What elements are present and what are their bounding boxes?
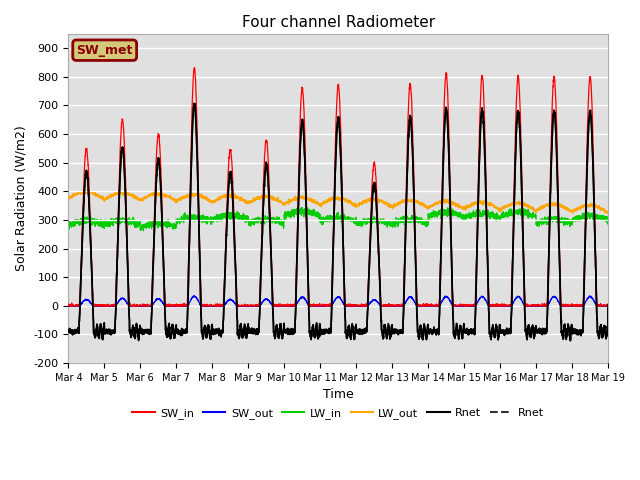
Text: SW_met: SW_met: [77, 44, 133, 57]
LW_out: [216, 196, 223, 202]
Legend: SW_in, SW_out, LW_in, LW_out, Rnet, Rnet: SW_in, SW_out, LW_in, LW_out, Rnet, Rnet: [128, 404, 548, 423]
SW_in: [65, 303, 72, 309]
SW_out: [401, 301, 408, 307]
Rnet: [191, 101, 198, 107]
Line: Rnet: Rnet: [68, 104, 608, 341]
LW_in: [604, 218, 612, 224]
LW_out: [553, 203, 561, 208]
Rnet: [216, 329, 223, 335]
LW_out: [604, 211, 612, 216]
Rnet: [604, 304, 612, 310]
LW_out: [65, 196, 72, 202]
Line: LW_in: LW_in: [68, 207, 608, 231]
Rnet: [553, 164, 561, 169]
LW_in: [401, 222, 408, 228]
Rnet: [65, 327, 72, 333]
Line: LW_out: LW_out: [68, 190, 608, 214]
Rnet: [391, 328, 399, 334]
LW_out: [115, 187, 123, 193]
SW_in: [604, 302, 612, 308]
LW_out: [604, 211, 612, 216]
Rnet: [604, 302, 612, 308]
LW_in: [140, 228, 147, 234]
Rnet: [391, 329, 399, 335]
Title: Four channel Radiometer: Four channel Radiometer: [242, 15, 435, 30]
SW_out: [604, 303, 612, 309]
Rnet: [553, 160, 561, 166]
SW_out: [65, 302, 72, 308]
Line: SW_in: SW_in: [68, 68, 608, 306]
LW_out: [401, 197, 408, 203]
Rnet: [401, 270, 408, 276]
SW_in: [191, 65, 198, 71]
Rnet: [99, 336, 107, 342]
LW_in: [180, 215, 188, 221]
SW_out: [190, 293, 198, 299]
Line: SW_out: SW_out: [68, 296, 608, 306]
LW_in: [298, 204, 306, 210]
Rnet: [604, 323, 612, 328]
Rnet: [190, 100, 198, 106]
SW_out: [553, 296, 561, 302]
LW_in: [216, 213, 223, 218]
SW_out: [216, 303, 223, 309]
Rnet: [566, 338, 574, 344]
Rnet: [180, 329, 188, 335]
SW_out: [604, 303, 612, 309]
SW_out: [180, 303, 188, 309]
Rnet: [604, 323, 612, 329]
SW_in: [604, 303, 612, 309]
X-axis label: Time: Time: [323, 388, 354, 401]
Rnet: [216, 330, 223, 336]
Rnet: [65, 327, 72, 333]
SW_in: [401, 270, 408, 276]
LW_out: [604, 211, 612, 216]
LW_in: [65, 222, 72, 228]
SW_out: [391, 302, 399, 308]
LW_in: [391, 224, 399, 230]
SW_in: [216, 302, 223, 308]
SW_in: [391, 303, 399, 309]
Line: Rnet: Rnet: [68, 103, 608, 339]
LW_out: [391, 204, 399, 209]
Rnet: [401, 280, 408, 286]
LW_out: [180, 194, 188, 200]
LW_in: [553, 214, 561, 219]
SW_out: [65, 303, 72, 309]
SW_in: [553, 132, 561, 138]
SW_in: [180, 303, 188, 309]
LW_in: [604, 217, 612, 223]
Y-axis label: Solar Radiation (W/m2): Solar Radiation (W/m2): [15, 126, 28, 271]
Rnet: [180, 329, 188, 335]
